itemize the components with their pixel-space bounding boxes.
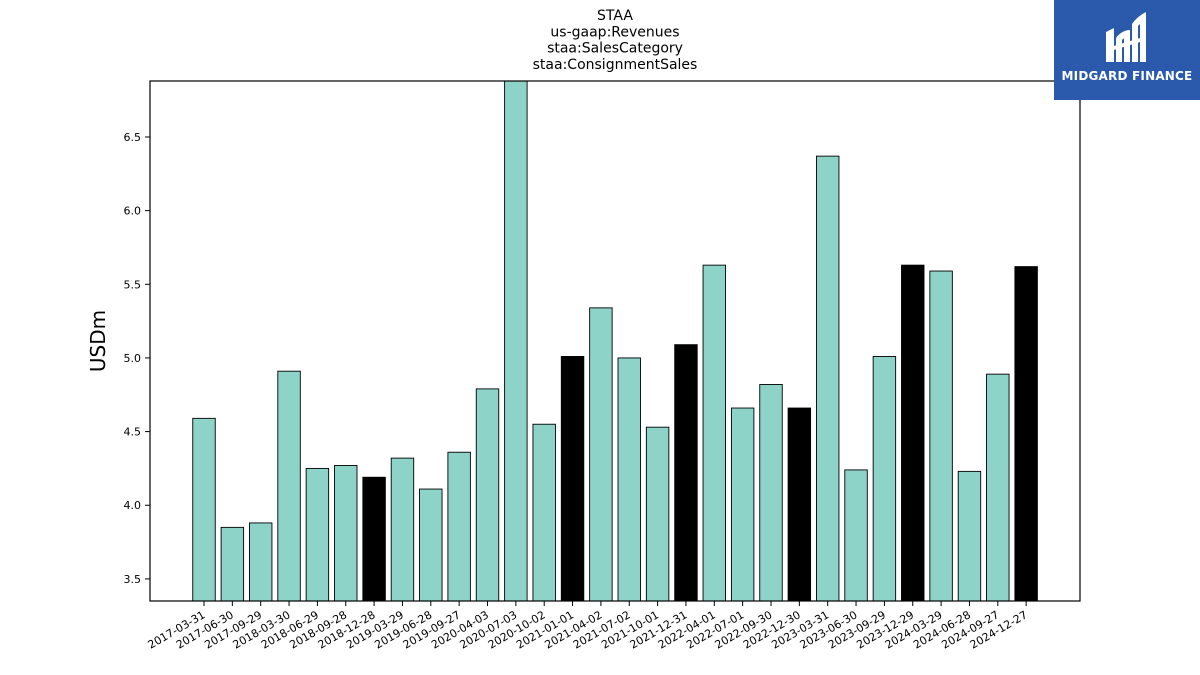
bar-2018-09-28	[334, 465, 358, 602]
bar-2019-03-29	[390, 457, 415, 602]
logo-text: MIDGARD FINANCE	[1061, 69, 1193, 83]
title-line-2: staa:SalesCategory	[547, 41, 683, 57]
bar-2018-03-30	[277, 370, 301, 602]
bar-2023-06-30	[844, 469, 868, 602]
bar-2017-09-29	[248, 522, 273, 602]
bar-2020-10-02	[532, 423, 556, 602]
bar-2022-12-30	[787, 407, 812, 602]
title-line-0: STAA	[597, 8, 633, 24]
bar-2024-12-27	[1014, 266, 1038, 602]
bar-2023-09-29	[872, 356, 897, 602]
title-line-3: staa:ConsignmentSales	[533, 57, 698, 73]
y-axis-label: USDm	[86, 310, 110, 372]
bar-2017-03-31	[192, 417, 216, 602]
bar-2020-07-03	[504, 80, 528, 602]
bar-2021-07-02	[617, 357, 641, 602]
bar-2021-01-01	[560, 356, 585, 602]
bar-2017-06-30	[220, 526, 245, 602]
y-tick-label-2: 4.5	[124, 426, 142, 439]
y-tick-label-4: 5.5	[124, 278, 142, 291]
bar-2023-12-29	[901, 264, 925, 602]
bar-2021-04-02	[589, 307, 613, 602]
x-axis: 2017-03-312017-06-302017-09-292018-03-30…	[146, 601, 1030, 652]
bar-2018-06-29	[305, 467, 330, 602]
y-tick-label-1: 4.0	[124, 499, 142, 512]
logo-mark-icon	[1106, 12, 1146, 62]
bar-2022-07-01	[730, 407, 755, 602]
y-axis: 3.5 4.0 4.5 5.0 5.5 6.0 6.5	[124, 131, 150, 586]
bars	[192, 80, 1038, 602]
bar-2021-12-31	[674, 344, 698, 602]
y-tick-label-6: 6.5	[124, 131, 142, 144]
bar-2020-04-03	[475, 388, 500, 602]
bar-2018-12-28	[362, 476, 386, 602]
bar-2019-09-27	[447, 451, 471, 602]
plot-frame	[149, 80, 1081, 602]
bar-2022-09-30	[759, 384, 783, 602]
y-tick-label-3: 5.0	[124, 352, 142, 365]
bar-2024-03-29	[929, 270, 953, 602]
bar-2021-10-01	[645, 426, 670, 602]
bar-2024-09-27	[986, 373, 1010, 602]
bar-2022-04-01	[702, 264, 726, 602]
bar-2019-06-28	[419, 488, 443, 602]
y-tick-label-5: 6.0	[124, 205, 142, 218]
midgard-finance-logo: MIDGARD FINANCE	[1054, 0, 1200, 100]
bar-2024-06-28	[957, 470, 982, 602]
chart-title: STAAus-gaap:Revenuesstaa:SalesCategoryst…	[533, 8, 698, 73]
y-tick-label-0: 3.5	[124, 573, 142, 586]
title-line-1: us-gaap:Revenues	[550, 24, 679, 40]
bar-2023-03-31	[816, 155, 840, 602]
